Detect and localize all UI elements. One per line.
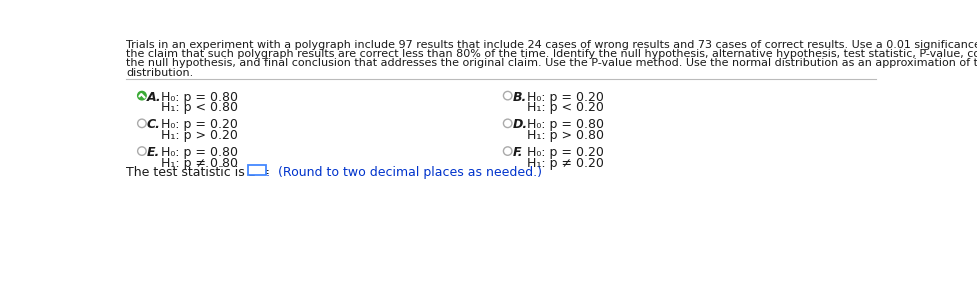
Text: D.: D. bbox=[513, 118, 528, 131]
Text: H₁: p > 0.80: H₁: p > 0.80 bbox=[527, 129, 604, 142]
Text: the null hypothesis, and final conclusion that addresses the original claim. Use: the null hypothesis, and final conclusio… bbox=[126, 58, 977, 68]
Text: H₁: p < 0.80: H₁: p < 0.80 bbox=[161, 101, 237, 114]
Text: The test statistic is z =: The test statistic is z = bbox=[126, 166, 274, 179]
Text: the claim that such polygraph results are correct less than 80% of the time. Ide: the claim that such polygraph results ar… bbox=[126, 49, 977, 59]
Circle shape bbox=[138, 91, 147, 100]
Text: C.: C. bbox=[147, 118, 161, 131]
Text: .  (Round to two decimal places as needed.): . (Round to two decimal places as needed… bbox=[266, 166, 541, 179]
Text: H₁: p ≠ 0.80: H₁: p ≠ 0.80 bbox=[161, 157, 237, 170]
Text: H₁: p < 0.20: H₁: p < 0.20 bbox=[527, 101, 604, 114]
Circle shape bbox=[503, 147, 512, 155]
Text: Trials in an experiment with a polygraph include 97 results that include 24 case: Trials in an experiment with a polygraph… bbox=[126, 40, 977, 50]
Text: A.: A. bbox=[147, 91, 161, 104]
Circle shape bbox=[138, 147, 147, 155]
Text: H₀: p = 0.20: H₀: p = 0.20 bbox=[527, 91, 604, 104]
Circle shape bbox=[503, 119, 512, 128]
Text: H₀: p = 0.20: H₀: p = 0.20 bbox=[161, 118, 237, 131]
Text: B.: B. bbox=[513, 91, 527, 104]
Text: H₀: p = 0.80: H₀: p = 0.80 bbox=[527, 118, 604, 131]
Text: distribution.: distribution. bbox=[126, 68, 193, 77]
Circle shape bbox=[503, 91, 512, 100]
Text: H₀: p = 0.80: H₀: p = 0.80 bbox=[161, 91, 237, 104]
Text: H₁: p > 0.20: H₁: p > 0.20 bbox=[161, 129, 237, 142]
Text: E.: E. bbox=[147, 146, 160, 159]
Text: H₀: p = 0.20: H₀: p = 0.20 bbox=[527, 146, 604, 159]
Text: H₀: p = 0.80: H₀: p = 0.80 bbox=[161, 146, 237, 159]
FancyBboxPatch shape bbox=[248, 165, 266, 174]
Text: F.: F. bbox=[513, 146, 524, 159]
Text: H₁: p ≠ 0.20: H₁: p ≠ 0.20 bbox=[527, 157, 604, 170]
Circle shape bbox=[138, 119, 147, 128]
